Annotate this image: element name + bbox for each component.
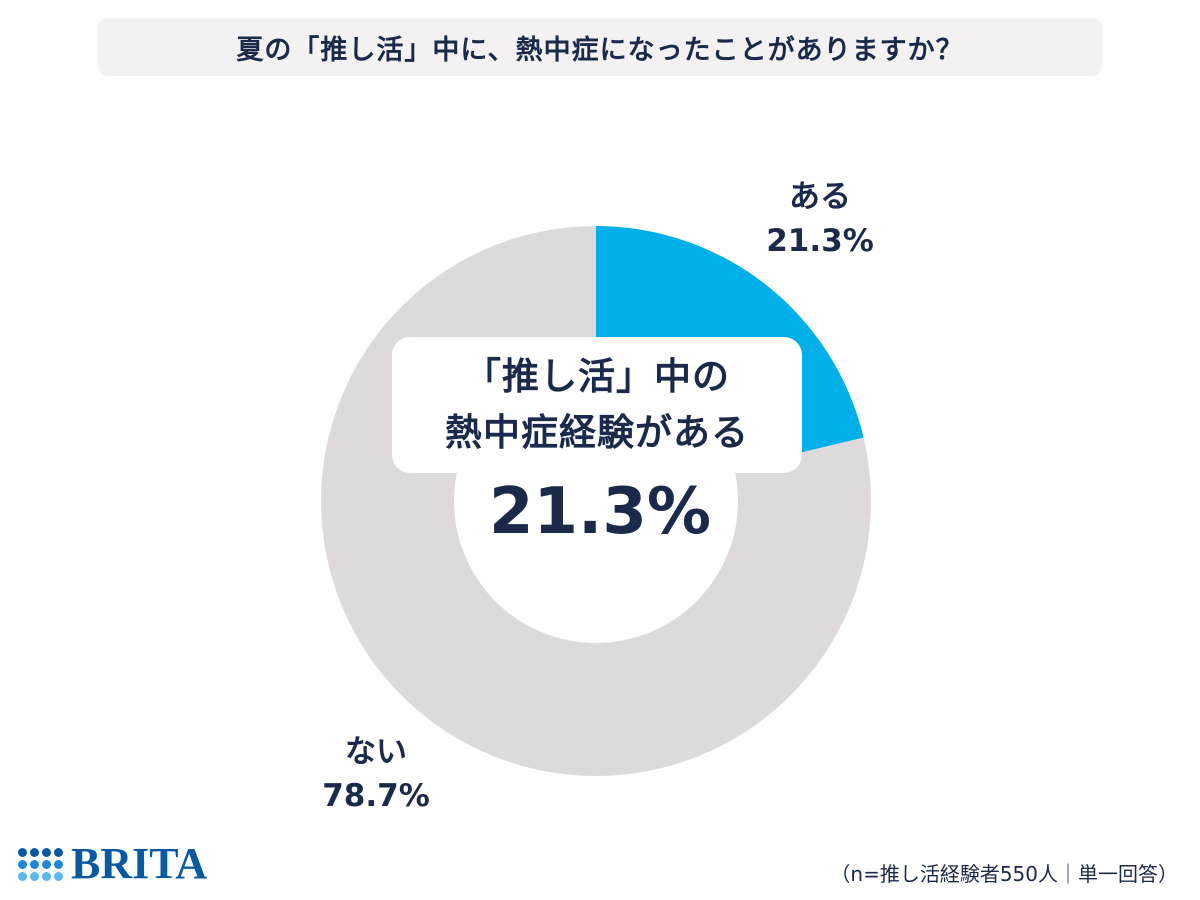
center-value: 21.3%	[488, 475, 712, 549]
logo-dot	[30, 871, 39, 881]
logo-dot	[18, 859, 27, 869]
label-aru: ある 21.3%	[740, 175, 900, 263]
label-nai-name: ない	[345, 734, 407, 770]
logo-dot	[42, 871, 51, 881]
label-nai-value: 78.7%	[322, 778, 430, 814]
sample-footnote: （n=推し活経験者550人｜単一回答）	[830, 862, 1178, 886]
logo-dot	[54, 859, 63, 869]
logo-dot	[54, 871, 63, 881]
logo-dot	[30, 847, 39, 857]
logo-dot	[18, 847, 27, 857]
title-banner: 夏の「推し活」中に、熱中症になったことがありますか？	[98, 18, 1102, 76]
center-callout: 「推し活」中の 熱中症経験がある	[392, 337, 802, 473]
logo-dot	[54, 847, 63, 857]
chart-title: 夏の「推し活」中に、熱中症になったことがありますか？	[236, 34, 964, 66]
logo-dot	[18, 871, 27, 881]
label-nai: ない 78.7%	[296, 730, 456, 818]
logo-dot	[42, 847, 51, 857]
label-aru-value: 21.3%	[766, 223, 874, 259]
logo-dot	[42, 859, 51, 869]
logo-text: BRITA	[71, 839, 208, 888]
center-line-1: 「推し活」中の	[464, 355, 730, 398]
brita-logo: BRITA	[18, 842, 207, 886]
center-line-2: 熱中症経験がある	[445, 411, 749, 454]
logo-dots-icon	[18, 847, 63, 881]
logo-dot	[30, 859, 39, 869]
label-aru-name: ある	[789, 179, 851, 215]
